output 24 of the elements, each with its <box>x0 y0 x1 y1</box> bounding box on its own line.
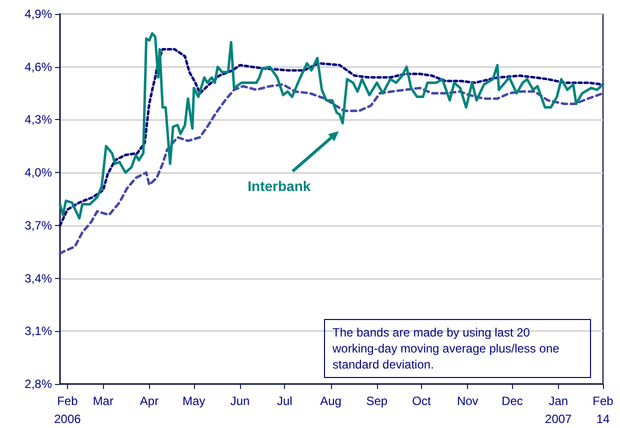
y-tick-label: 2,8% <box>24 377 52 391</box>
x-tick-label: Feb 14 <box>592 394 614 426</box>
x-tick-label: Jul <box>276 394 292 408</box>
y-tick-label: 4,3% <box>24 112 52 127</box>
x-tick-label: Sep <box>366 394 388 408</box>
x-tick-label: Feb 2006 <box>54 394 82 426</box>
x-tick-label: Apr <box>140 394 159 408</box>
y-tick-label: 4,6% <box>24 60 52 74</box>
x-tick-label: Jan 2007 <box>545 394 572 426</box>
x-tick-label: Oct <box>412 394 432 408</box>
x-tick-label: Dec <box>502 394 523 408</box>
y-tick-label: 3,7% <box>24 218 52 232</box>
y-tick-label: 4,9% <box>24 7 52 21</box>
annotation: The bands are made by using last 20 working-day moving average plus/less one standard deviation. <box>332 326 563 372</box>
line-series <box>58 83 604 255</box>
text: Interbank <box>248 178 311 194</box>
x-tick-label: Nov <box>456 394 478 408</box>
x-tick-label: Aug <box>320 394 342 408</box>
y-tick-label: 4,0% <box>24 166 52 180</box>
x-tick-label: May <box>182 394 206 408</box>
x-tick-label: Mar <box>92 394 114 408</box>
y-tick-label: 3,4% <box>24 271 52 286</box>
x-tick-label: Jun <box>230 394 250 408</box>
y-tick-label: 3,1% <box>24 324 52 338</box>
